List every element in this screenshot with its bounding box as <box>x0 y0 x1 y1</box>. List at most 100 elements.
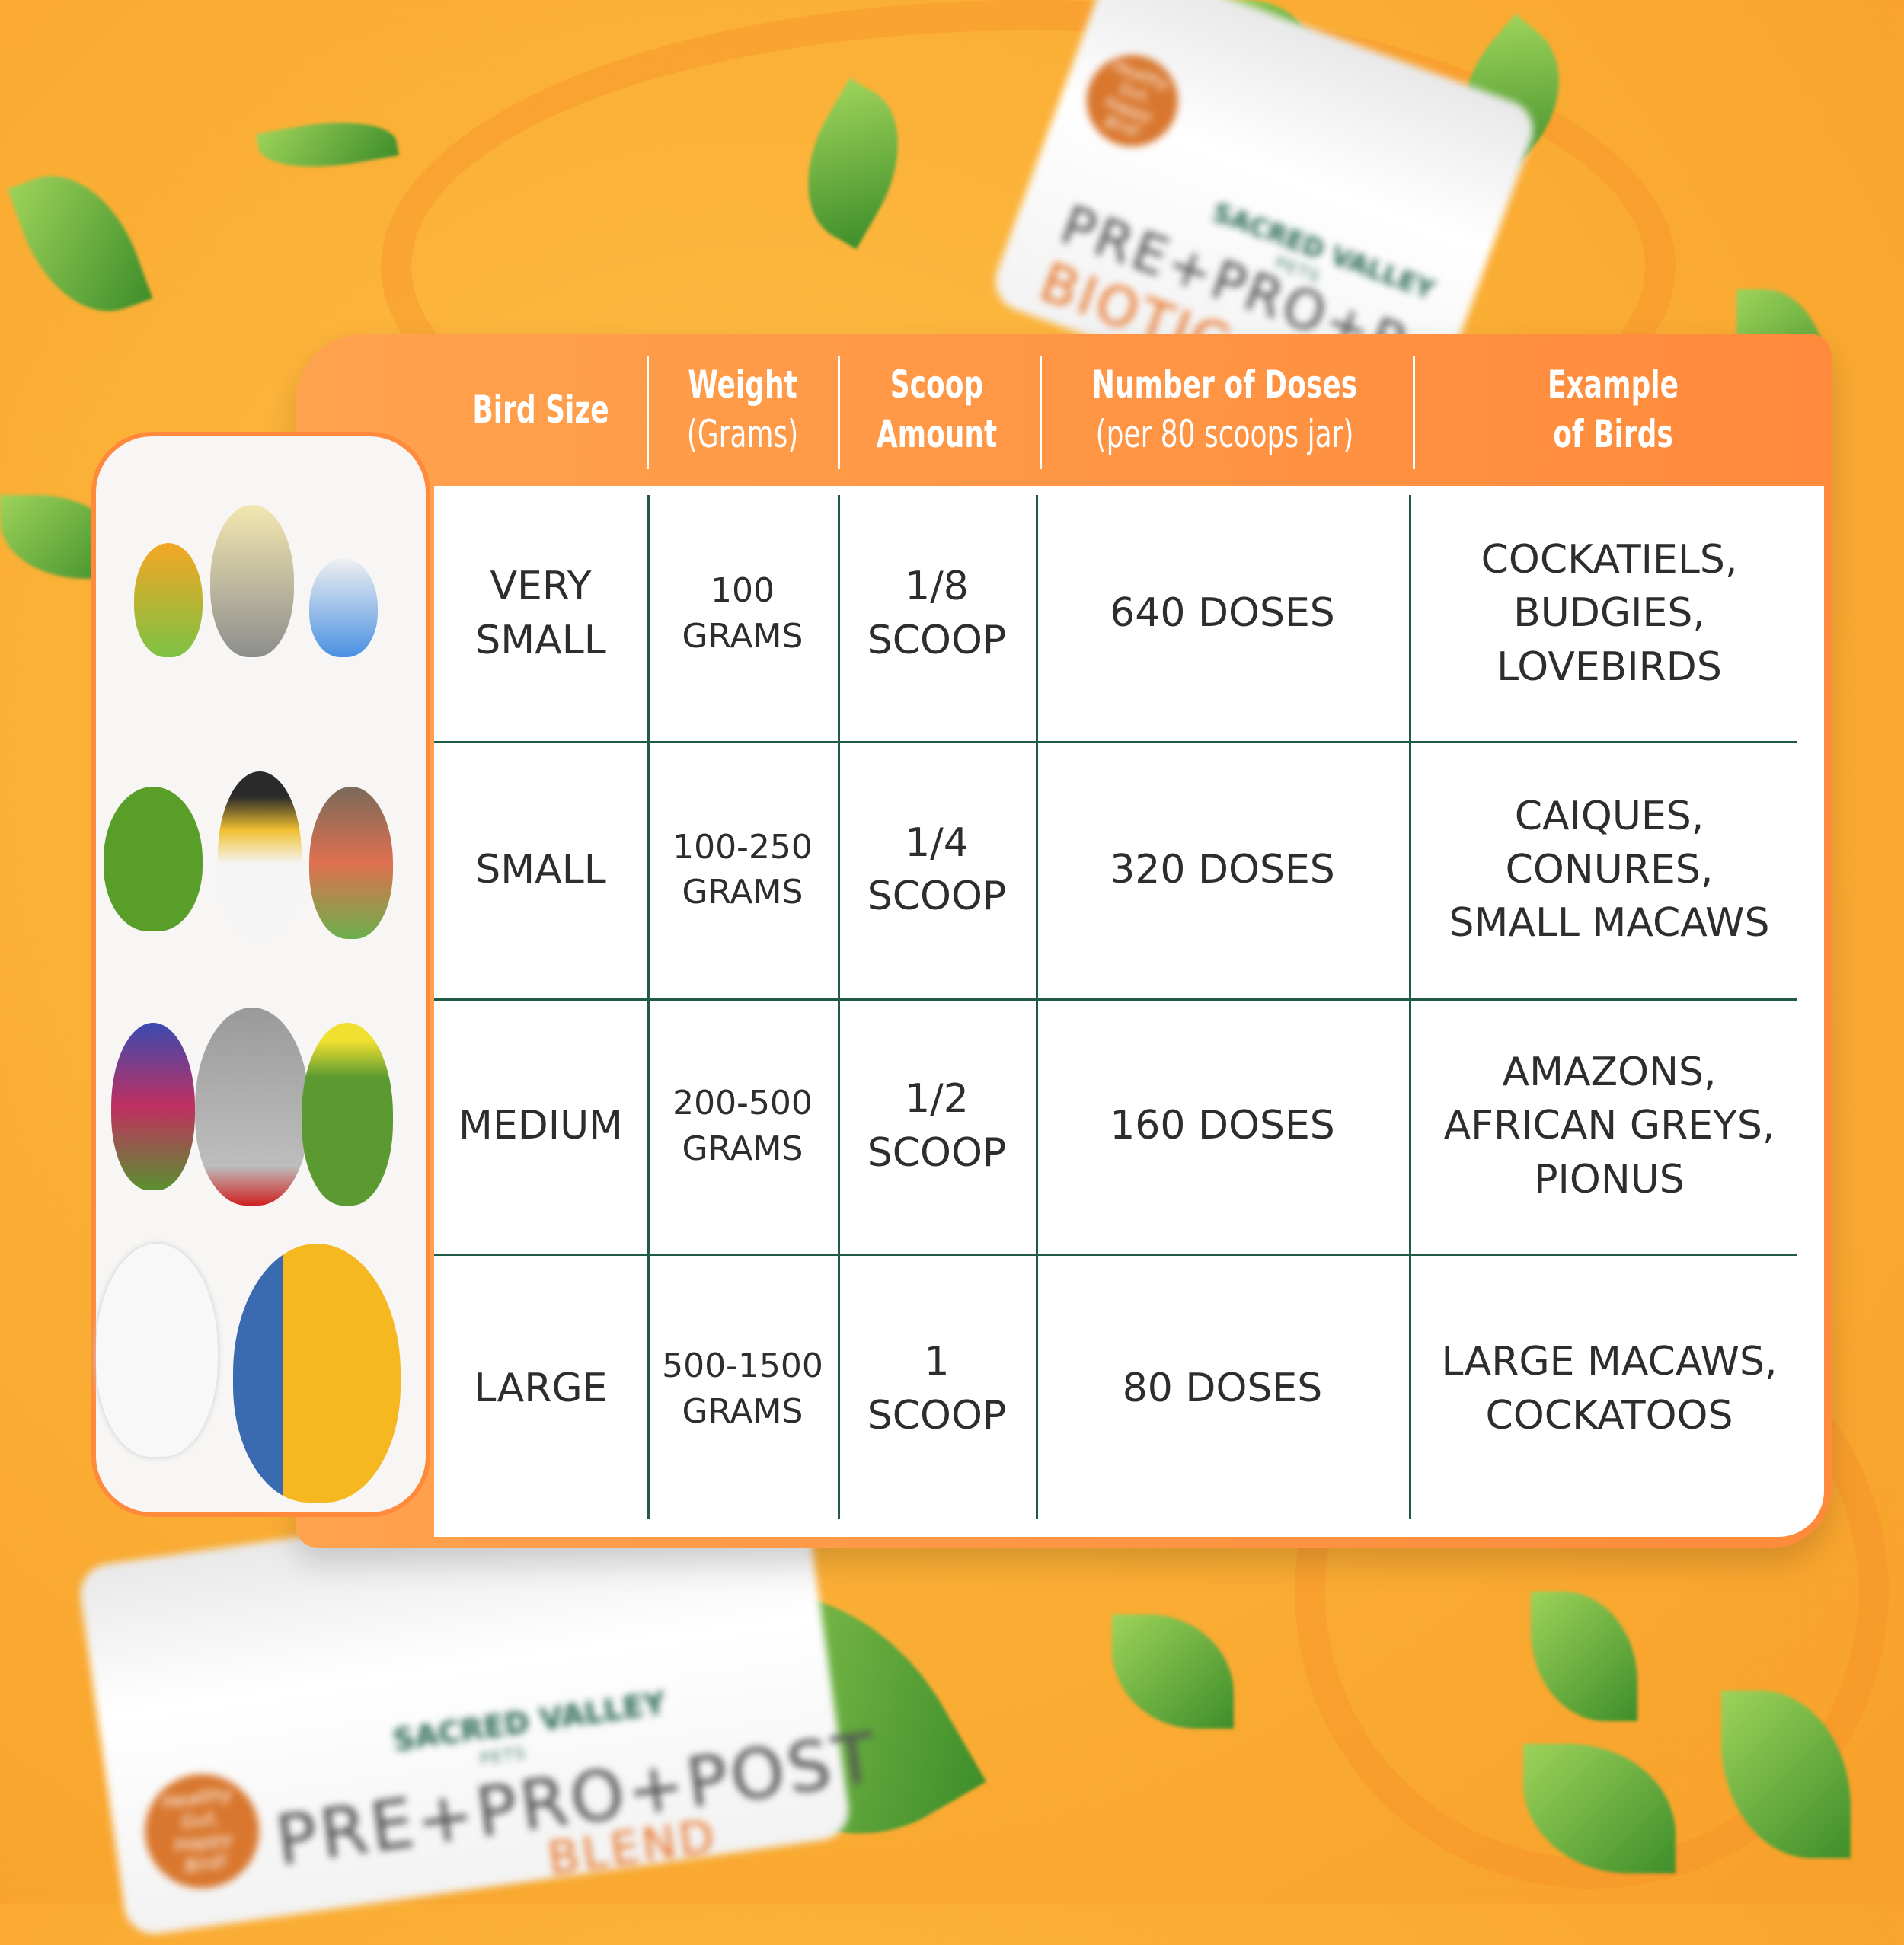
row-divider <box>434 1254 1797 1256</box>
column-divider <box>838 495 840 1519</box>
header-examples: Example of Birds <box>1455 334 1771 486</box>
cell-text: 640 DOSES <box>1110 590 1335 637</box>
caique-image <box>218 771 302 939</box>
budgie-image <box>309 558 378 657</box>
cell-doses: 160 DOSES <box>1036 998 1409 1254</box>
cell-line: 500-1500 <box>662 1346 823 1386</box>
cell-text: 1/8 SCOOP <box>867 560 1007 666</box>
cell-line: 1/2 <box>905 1076 969 1123</box>
cell-examples: CAIQUES, CONURES, SMALL MACAWS <box>1409 741 1810 998</box>
blue-gold-macaw-image <box>233 1244 401 1503</box>
cell-text: 1/2 SCOOP <box>867 1072 1007 1179</box>
cell-line: GRAMS <box>682 616 803 656</box>
cell-scoop: 1 SCOOP <box>838 1254 1036 1524</box>
cell-line: GRAMS <box>682 1129 803 1168</box>
cell-text: CAIQUES, CONURES, SMALL MACAWS <box>1449 790 1770 950</box>
cell-doses: 640 DOSES <box>1036 486 1409 741</box>
cell-weight: 500-1500 GRAMS <box>647 1254 838 1524</box>
header-label: Scoop <box>890 362 984 407</box>
row-divider <box>434 741 1797 743</box>
cell-scoop: 1/4 SCOOP <box>838 741 1036 998</box>
cell-text: 100 GRAMS <box>682 568 803 659</box>
cell-line: GRAMS <box>682 1391 803 1431</box>
cell-line: AFRICAN GREYS, <box>1443 1103 1775 1149</box>
cell-text: AMAZONS, AFRICAN GREYS, PIONUS <box>1444 1046 1775 1206</box>
cell-text: 320 DOSES <box>1110 846 1335 893</box>
cockatiel-image <box>210 505 294 657</box>
jar-brand: SACRED VALLEY <box>391 1685 668 1759</box>
column-divider <box>1409 495 1411 1519</box>
cell-size: VERY SMALL <box>434 486 647 741</box>
cell-text: 160 DOSES <box>1110 1103 1335 1149</box>
conure-image <box>309 787 393 939</box>
cell-text: LARGE MACAWS, COCKATOOS <box>1441 1335 1777 1442</box>
cell-scoop: 1/8 SCOOP <box>838 486 1036 741</box>
cell-line: SCOOP <box>867 1129 1007 1176</box>
header-label: Amount <box>876 412 998 456</box>
cell-line: CAIQUES, <box>1514 793 1704 839</box>
pionus-image <box>111 1023 195 1190</box>
jar-badge: Healthy Gut, Happy Bird! <box>137 1766 267 1896</box>
cell-line: 100-250 <box>672 827 813 867</box>
cell-line: BUDGIES, <box>1513 590 1705 637</box>
cell-line: CONURES, <box>1505 846 1714 893</box>
african-grey-image <box>195 1008 309 1206</box>
header-label: Number of Doses <box>1091 362 1358 407</box>
header-divider <box>647 356 649 469</box>
cell-text: COCKATIELS, BUDGIES, LOVEBIRDS <box>1481 533 1738 694</box>
header-label: (Grams) <box>686 412 799 456</box>
cell-line: SMALL <box>475 617 606 663</box>
header-scoop: Scoop Amount <box>858 334 1016 486</box>
cell-text: 500-1500 GRAMS <box>662 1343 823 1434</box>
cell-text: MEDIUM <box>458 1099 623 1152</box>
cell-line: 200-500 <box>672 1084 813 1123</box>
cell-line: VERY <box>490 564 592 610</box>
cell-doses: 320 DOSES <box>1036 741 1409 998</box>
cell-line: SCOOP <box>867 617 1007 663</box>
cell-line: SCOOP <box>867 1392 1007 1439</box>
cell-line: 1/8 <box>905 564 969 610</box>
cell-weight: 100 GRAMS <box>647 486 838 741</box>
cell-line: SCOOP <box>867 873 1007 919</box>
leaf-decoration <box>1112 1614 1234 1729</box>
cell-line: AMAZONS, <box>1502 1049 1717 1096</box>
cell-line: MEDIUM <box>458 1103 624 1149</box>
cell-weight: 100-250 GRAMS <box>647 741 838 998</box>
cell-text: 200-500 GRAMS <box>672 1081 813 1171</box>
cell-line: 100 <box>711 571 775 611</box>
leaf-decoration <box>7 155 153 333</box>
column-divider <box>1036 495 1038 1519</box>
header-divider <box>1040 356 1042 469</box>
row-divider <box>434 998 1797 1001</box>
cell-text: 100-250 GRAMS <box>672 825 813 915</box>
bird-images-panel <box>91 432 430 1517</box>
cell-line: GRAMS <box>682 873 803 912</box>
header-doses: Number of Doses (per 80 scoops jar) <box>1066 334 1383 486</box>
cell-text: SMALL <box>475 843 605 896</box>
cell-examples: COCKATIELS, BUDGIES, LOVEBIRDS <box>1409 486 1810 741</box>
column-divider <box>647 495 650 1519</box>
cell-examples: AMAZONS, AFRICAN GREYS, PIONUS <box>1409 998 1810 1254</box>
header-divider <box>1413 356 1415 469</box>
cell-line: COCKATOOS <box>1485 1392 1733 1439</box>
cockatoo-image <box>96 1244 218 1457</box>
header-bird-size: Bird Size <box>455 334 626 486</box>
cell-text: LARGE <box>474 1362 607 1415</box>
cell-doses: 80 DOSES <box>1036 1254 1409 1524</box>
jar-badge: Healthy Gut, Happy Bird! <box>1073 42 1191 160</box>
jar-brand-sub: PETS <box>478 1743 529 1768</box>
header-divider <box>838 356 840 469</box>
cell-size: LARGE <box>434 1254 647 1524</box>
dosage-table-card: Bird Size Weight (Grams) Scoop Amount Numb… <box>296 334 1832 1548</box>
header-weight: Weight (Grams) <box>666 334 819 486</box>
cell-scoop: 1/2 SCOOP <box>838 998 1036 1254</box>
cell-examples: LARGE MACAWS, COCKATOOS <box>1409 1254 1810 1524</box>
header-label: (per 80 scoops jar) <box>1095 412 1354 456</box>
cell-line: COCKATIELS, <box>1481 537 1738 583</box>
cell-text: 1 SCOOP <box>867 1335 1007 1442</box>
cell-text: VERY SMALL <box>475 560 605 666</box>
cell-size: MEDIUM <box>434 998 647 1254</box>
cell-line: SMALL <box>475 846 606 893</box>
header-label: of Birds <box>1553 412 1673 456</box>
cell-size: SMALL <box>434 741 647 998</box>
